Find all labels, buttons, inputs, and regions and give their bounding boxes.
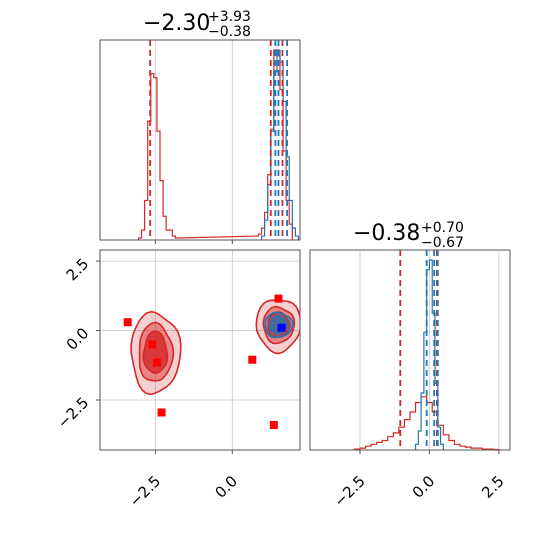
contour-group xyxy=(123,294,300,429)
hist-series-1 xyxy=(260,49,300,240)
red-marker-6 xyxy=(274,294,283,303)
hist-series-0 xyxy=(137,49,293,240)
x-tick-label-1: 0.0 xyxy=(212,472,242,502)
hist-series-0 xyxy=(353,396,500,450)
panel-frame xyxy=(99,249,301,451)
marginal-panel-param-2: −2.5 0.0 2.5 xyxy=(309,249,511,511)
x-tick-label-0: −2.5 xyxy=(330,472,368,510)
red-marker-3 xyxy=(157,408,166,417)
x-tick-label-0: −2.5 xyxy=(126,472,164,510)
title-param-1-sup: +3.93 xyxy=(208,9,251,25)
title-param-2-sub: −0.67 xyxy=(421,235,464,251)
grid-lines xyxy=(359,250,500,450)
blue-marker-0 xyxy=(277,323,286,332)
red-marker-4 xyxy=(248,355,257,364)
x-tick-label-2: 2.5 xyxy=(478,472,508,502)
grid-lines xyxy=(100,250,300,450)
red-marker-5 xyxy=(269,421,278,429)
red-marker-0 xyxy=(123,318,132,327)
y-tick-label-2: −2.5 xyxy=(54,394,92,432)
title-param-2: −0.38 xyxy=(353,221,420,246)
series-group xyxy=(137,40,300,240)
marginal-panel-param-1 xyxy=(99,39,301,244)
x-tick-label-1: 0.0 xyxy=(409,472,439,502)
title-param-2-sup: +0.70 xyxy=(421,220,464,236)
grid-lines xyxy=(154,40,233,240)
red-marker-2 xyxy=(152,358,161,367)
y-tick-label-0: 2.5 xyxy=(63,255,93,285)
title-param-2-main: −0.38 xyxy=(353,221,420,246)
series-group xyxy=(353,250,500,450)
red-marker-1 xyxy=(148,340,157,349)
joint-panel: −2.5 0.0 2.5 0.0 −2.5 xyxy=(54,249,301,511)
title-param-1-main: −2.30 xyxy=(143,11,210,36)
red-contour-0-0 xyxy=(142,330,169,375)
panel-frame xyxy=(309,249,511,451)
title-param-1: −2.30 xyxy=(143,11,210,36)
hist-series-1 xyxy=(414,259,444,450)
title-param-1-sub: −0.38 xyxy=(208,24,251,40)
y-tick-label-1: 0.0 xyxy=(63,324,93,354)
panel-frame xyxy=(99,39,301,241)
